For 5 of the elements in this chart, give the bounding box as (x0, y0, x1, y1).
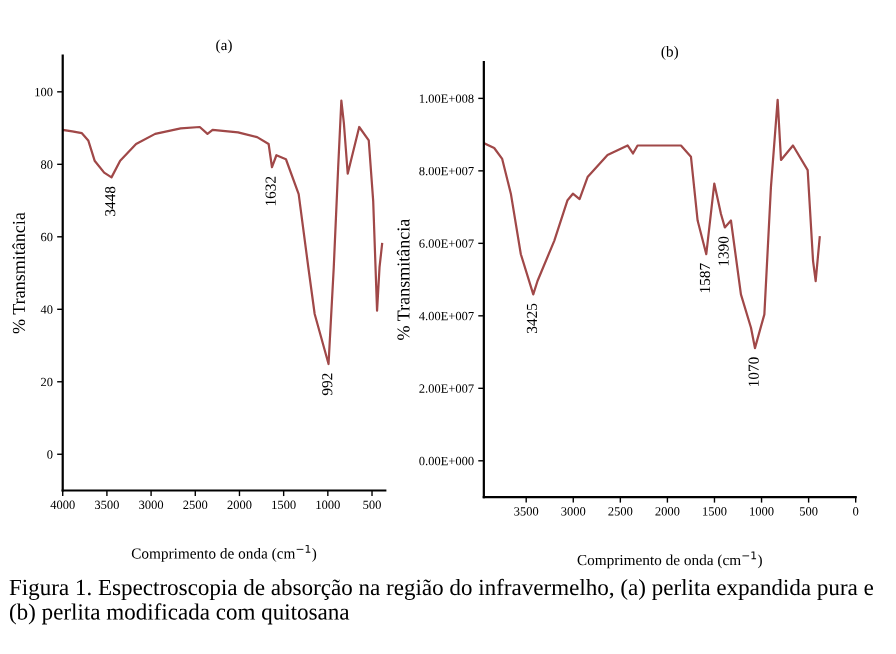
y-axis-title: % Transmitância (12, 212, 26, 334)
text: Figura 1. Espectroscopia de absorção na região do infravermelho, (a) perlita expandida pura e (b) perlita modificada com quitosana (9, 578, 874, 625)
line-series (483, 98, 821, 350)
line-series (62, 99, 384, 366)
y-axis-title: % Transmitância (396, 218, 410, 340)
